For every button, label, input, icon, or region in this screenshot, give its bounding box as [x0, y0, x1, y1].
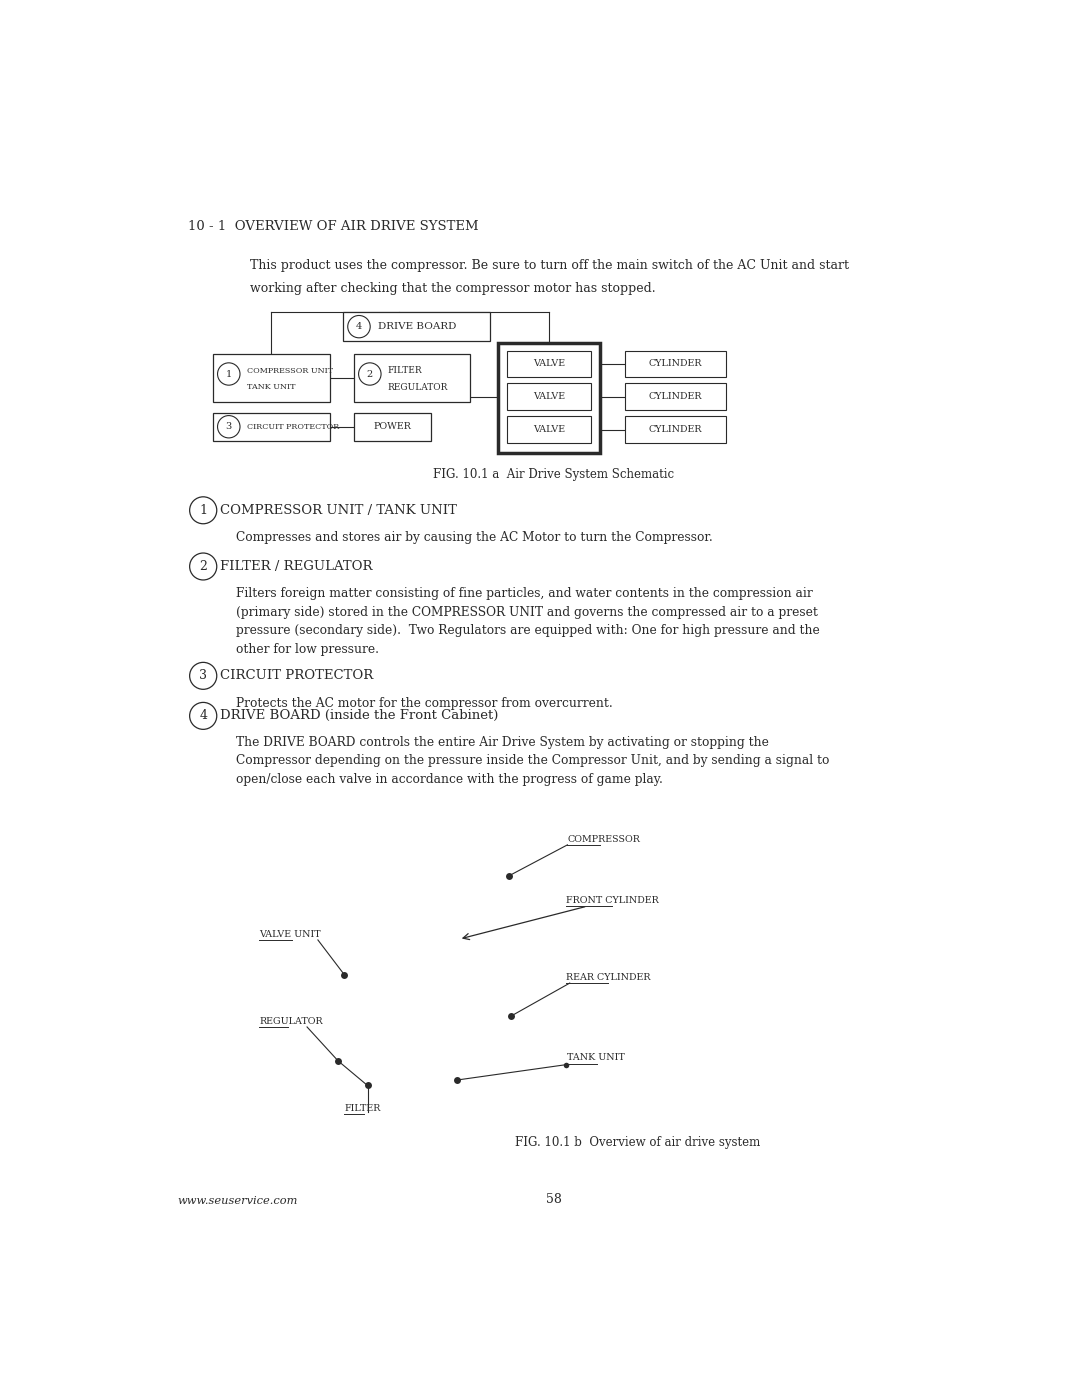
Text: 2: 2 [200, 560, 207, 573]
Text: TANK UNIT: TANK UNIT [246, 383, 295, 391]
Text: Filters foreign matter consisting of fine particles, and water contents in the c: Filters foreign matter consisting of fin… [235, 587, 820, 655]
Text: POWER: POWER [374, 422, 411, 432]
Text: working after checking that the compressor motor has stopped.: working after checking that the compress… [249, 282, 656, 295]
Text: 1: 1 [199, 504, 207, 517]
Text: CIRCUIT PROTECTOR: CIRCUIT PROTECTOR [246, 423, 339, 430]
Text: 2: 2 [367, 369, 373, 379]
Text: CYLINDER: CYLINDER [648, 359, 702, 369]
Text: COMPRESSOR UNIT / TANK UNIT: COMPRESSOR UNIT / TANK UNIT [220, 504, 457, 517]
Text: CIRCUIT PROTECTOR: CIRCUIT PROTECTOR [220, 669, 374, 682]
Text: VALVE: VALVE [532, 425, 565, 434]
Text: FIG. 10.1 a  Air Drive System Schematic: FIG. 10.1 a Air Drive System Schematic [433, 468, 674, 481]
Text: 4: 4 [199, 710, 207, 722]
Text: FIG. 10.1 b  Overview of air drive system: FIG. 10.1 b Overview of air drive system [514, 1136, 760, 1150]
Text: FRONT CYLINDER: FRONT CYLINDER [566, 897, 659, 905]
Text: 4: 4 [355, 323, 362, 331]
Text: VALVE: VALVE [532, 393, 565, 401]
Bar [625, 351, 726, 377]
Text: The DRIVE BOARD controls the entire Air Drive System by activating or stopping t: The DRIVE BOARD controls the entire Air … [235, 736, 829, 787]
Text: REGULATOR: REGULATOR [388, 383, 448, 393]
Text: DRIVE BOARD (inside the Front Cabinet): DRIVE BOARD (inside the Front Cabinet) [220, 710, 499, 722]
Circle shape [190, 553, 217, 580]
Text: COMPRESSOR UNIT: COMPRESSOR UNIT [246, 366, 333, 374]
Text: VALVE UNIT: VALVE UNIT [259, 930, 321, 939]
Text: FILTER: FILTER [345, 1104, 380, 1113]
Bar [213, 412, 330, 441]
Text: Compresses and stores air by causing the AC Motor to turn the Compressor.: Compresses and stores air by causing the… [235, 531, 713, 543]
Bar [625, 416, 726, 443]
Text: 1: 1 [226, 369, 232, 379]
Circle shape [348, 316, 370, 338]
Text: COMPRESSOR: COMPRESSOR [567, 834, 640, 844]
Text: VALVE: VALVE [532, 359, 565, 369]
Text: 58: 58 [545, 1193, 562, 1206]
Circle shape [190, 497, 217, 524]
Text: www.seuservice.com: www.seuservice.com [177, 1196, 298, 1206]
Text: TANK UNIT: TANK UNIT [567, 1053, 625, 1062]
Text: REGULATOR: REGULATOR [259, 1017, 323, 1027]
Text: REAR CYLINDER: REAR CYLINDER [566, 974, 650, 982]
Text: 10 - 1  OVERVIEW OF AIR DRIVE SYSTEM: 10 - 1 OVERVIEW OF AIR DRIVE SYSTEM [188, 219, 478, 233]
Circle shape [217, 415, 240, 437]
Text: CYLINDER: CYLINDER [648, 393, 702, 401]
Text: DRIVE BOARD: DRIVE BOARD [378, 323, 456, 331]
Circle shape [359, 363, 381, 386]
Bar [353, 353, 470, 402]
Text: Protects the AC motor for the compressor from overcurrent.: Protects the AC motor for the compressor… [235, 697, 612, 711]
Bar [507, 416, 591, 443]
Circle shape [217, 363, 240, 386]
Text: 3: 3 [226, 422, 232, 432]
Circle shape [190, 703, 217, 729]
Bar [342, 313, 490, 341]
Text: CYLINDER: CYLINDER [648, 425, 702, 434]
Bar [353, 412, 431, 441]
Text: FILTER / REGULATOR: FILTER / REGULATOR [220, 560, 373, 573]
Bar [625, 383, 726, 411]
Bar [507, 383, 591, 411]
Bar [507, 351, 591, 377]
Circle shape [190, 662, 217, 689]
Text: This product uses the compressor. Be sure to turn off the main switch of the AC : This product uses the compressor. Be sur… [249, 258, 849, 271]
Text: FILTER: FILTER [388, 366, 422, 374]
Text: 3: 3 [199, 669, 207, 682]
Bar [498, 344, 600, 453]
Bar [213, 353, 330, 402]
